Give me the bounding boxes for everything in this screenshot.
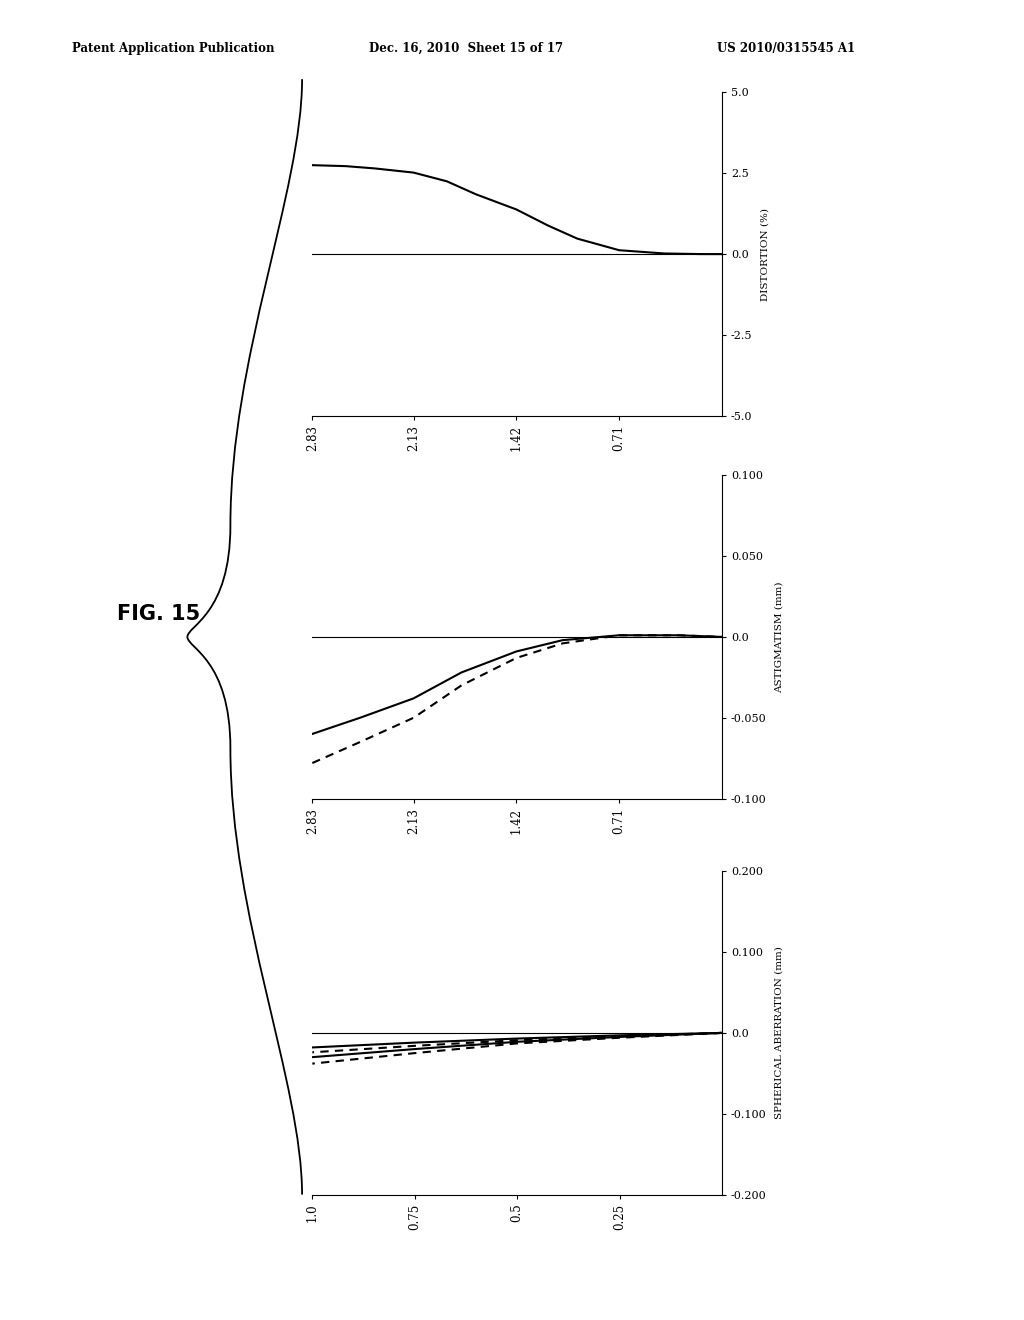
- Text: US 2010/0315545 A1: US 2010/0315545 A1: [717, 42, 855, 55]
- Y-axis label: SPHERICAL ABERRATION (mm): SPHERICAL ABERRATION (mm): [775, 946, 784, 1119]
- Text: Patent Application Publication: Patent Application Publication: [72, 42, 274, 55]
- Y-axis label: ASTIGMATISM (mm): ASTIGMATISM (mm): [775, 581, 784, 693]
- Y-axis label: DISTORTION (%): DISTORTION (%): [761, 207, 770, 301]
- Text: FIG. 15: FIG. 15: [117, 603, 201, 624]
- Text: Dec. 16, 2010  Sheet 15 of 17: Dec. 16, 2010 Sheet 15 of 17: [369, 42, 563, 55]
